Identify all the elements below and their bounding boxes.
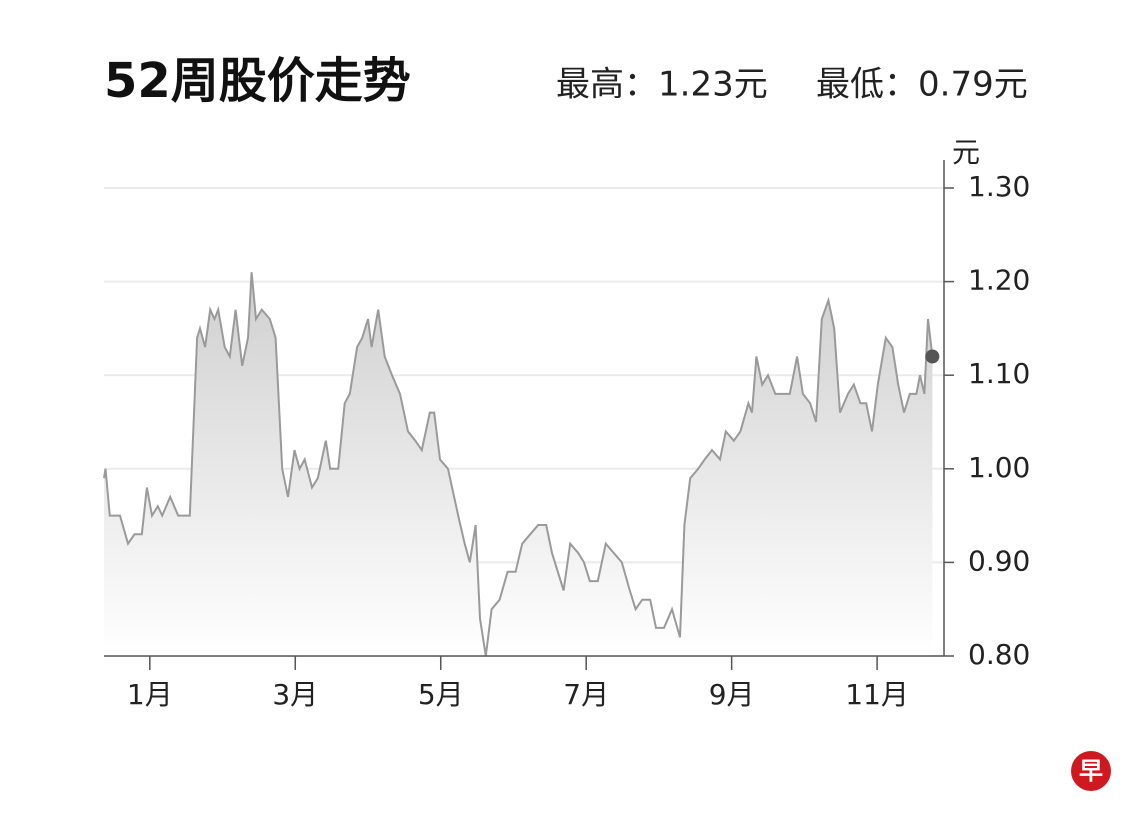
annotation: 最低：0.79元 — [816, 65, 1028, 105]
y-tick-label: 1.10 — [968, 357, 1030, 390]
x-tick-label: 3月 — [272, 678, 318, 711]
end-point — [925, 349, 940, 364]
x-tick-label: 7月 — [563, 678, 609, 711]
x-tick-label: 1月 — [127, 678, 173, 711]
y-tick-label: 0.80 — [968, 638, 1030, 671]
y-tick-label: 1.20 — [968, 264, 1030, 297]
logo-badge — [1071, 751, 1111, 791]
y-tick-label: 1.00 — [968, 451, 1030, 484]
y-tick-label: 0.90 — [968, 544, 1030, 577]
x-tick-label: 9月 — [709, 678, 755, 711]
annotation: 最高：1.23元 — [556, 65, 768, 105]
chart-title: 52周股价走势 — [104, 53, 411, 109]
x-tick-label: 5月 — [418, 678, 464, 711]
area — [104, 272, 933, 656]
y-tick-label: 1.30 — [968, 170, 1030, 203]
line — [103, 272, 934, 657]
y-axis-label: 元 — [952, 136, 980, 169]
x-tick-label: 11月 — [845, 678, 909, 711]
logo: 早 — [1079, 757, 1103, 785]
